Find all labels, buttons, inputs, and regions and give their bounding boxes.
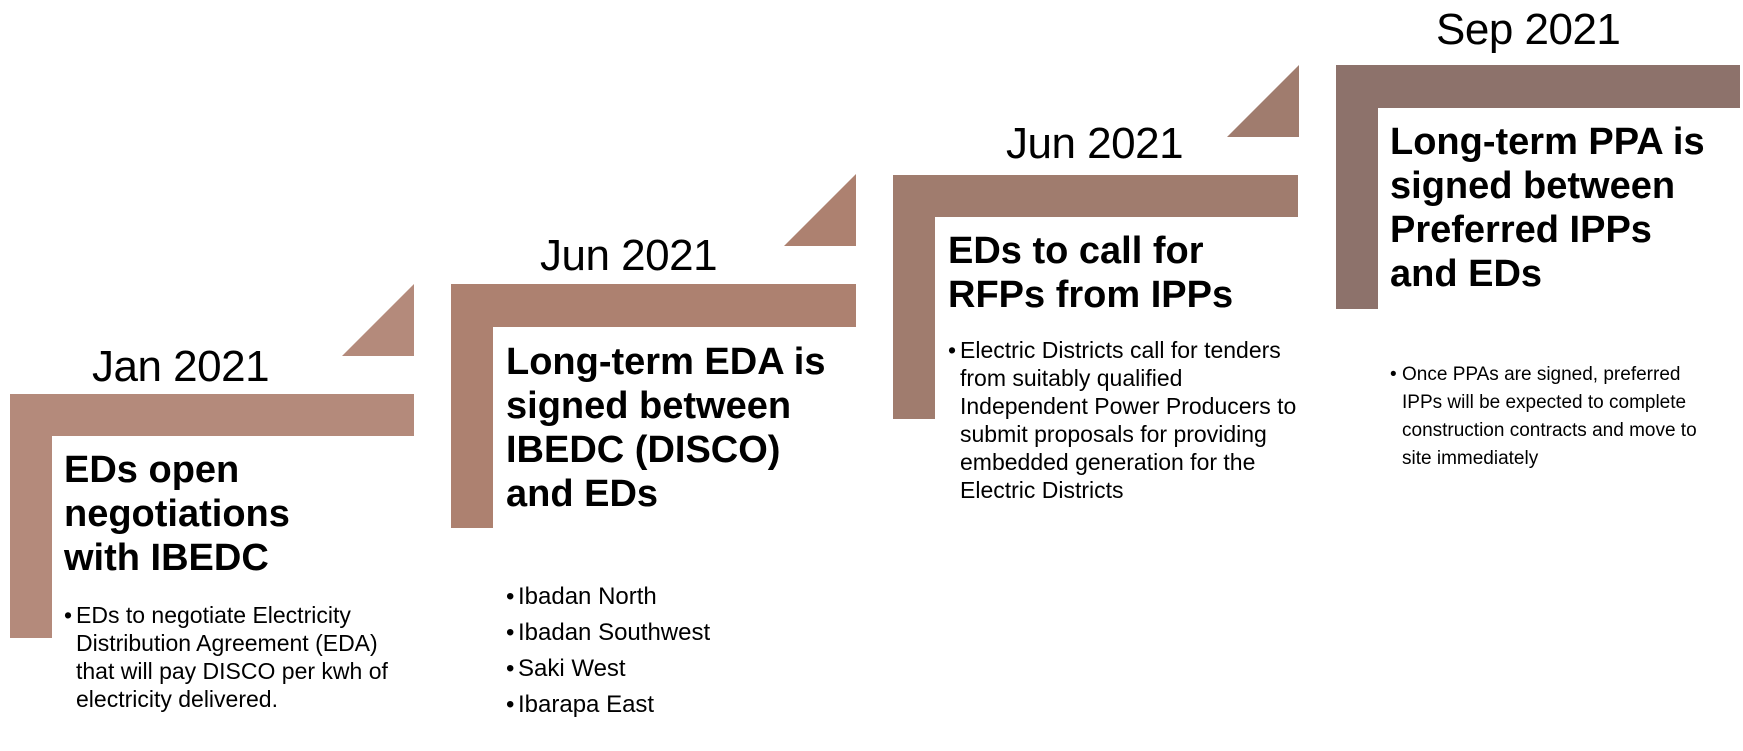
step-2-date: Jun 2021 [540,231,718,280]
step-1-bullet-1: EDs to negotiate Electricity Distributio… [64,601,414,713]
step-4-bullet-1: Once PPAs are signed, preferred IPPs wil… [1390,361,1720,473]
step-2-bullet-3: Saki West [506,651,836,687]
step-2-arrow-triangle [784,174,856,246]
step-1-title: EDs open negotiations with IBEDC [64,449,290,579]
step-3-bullet-list: Electric Districts call for tenders from… [948,336,1298,504]
step-2-bullet-list: Ibadan North Ibadan Southwest Saki West … [506,579,836,723]
step-3-date: Jun 2021 [1006,119,1184,168]
step-2-bullet-1: Ibadan North [506,579,836,615]
step-4-bullet-list: Once PPAs are signed, preferred IPPs wil… [1390,361,1720,473]
step-2-bar-vertical [451,284,493,528]
step-3-bar-vertical [893,175,935,419]
step-3-bar-horizontal [893,175,1298,217]
step-3-arrow-triangle [1227,65,1299,137]
step-1-arrow-triangle [342,284,414,356]
step-4-title: Long-term PPA is signed between Preferre… [1390,121,1705,295]
step-1-bullet-list: EDs to negotiate Electricity Distributio… [64,601,414,713]
step-2-bullet-4: Ibarapa East [506,687,836,723]
step-4-bar-horizontal [1336,65,1740,108]
step-2-bar-horizontal [451,284,856,327]
step-1-bar-vertical [10,394,52,638]
step-2-title: Long-term EDA is signed between IBEDC (D… [506,341,826,515]
step-3-title: EDs to call for RFPs from IPPs [948,230,1234,316]
step-1-date: Jan 2021 [92,342,270,391]
step-1-bar-horizontal [10,394,414,436]
step-3-bullet-1: Electric Districts call for tenders from… [948,336,1298,504]
step-2-bullet-2: Ibadan Southwest [506,615,836,651]
step-4-date: Sep 2021 [1436,5,1621,54]
step-4-bar-vertical [1336,65,1378,309]
